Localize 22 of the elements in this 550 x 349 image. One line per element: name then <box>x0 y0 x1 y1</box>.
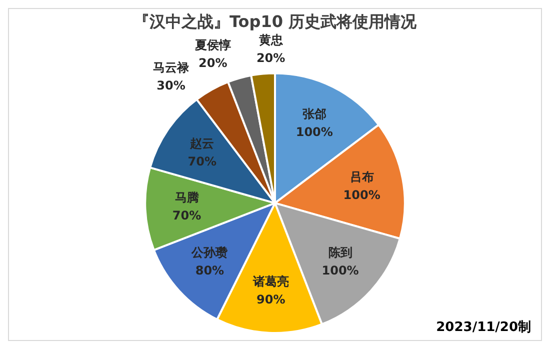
slice-label: 马腾 <box>174 190 199 204</box>
slice-label: 陈到 <box>328 246 352 260</box>
data-label: 80% <box>195 264 224 278</box>
data-label: 70% <box>172 208 202 222</box>
data-label: 100% <box>296 125 333 140</box>
data-label: 30% <box>156 78 186 93</box>
slice-label: 夏侯惇 <box>194 38 231 52</box>
slice-label: 张郃 <box>302 107 326 122</box>
data-label: 70% <box>188 154 216 168</box>
data-label: 20% <box>198 56 228 70</box>
slice-label: 赵云 <box>189 136 214 150</box>
data-label: 100% <box>322 264 359 278</box>
data-label: 90% <box>256 292 286 306</box>
text: 2023/11/20制 <box>436 320 531 335</box>
slice-label: 公孙瓒 <box>190 246 229 260</box>
chart-title: 『汉中之战』Top10 历史武将使用情况 <box>133 12 418 31</box>
slice-label: 黄忠 <box>258 32 284 47</box>
data-label: 100% <box>343 188 380 202</box>
slice-label: 诸葛亮 <box>252 274 289 288</box>
slice-label: 马云禄 <box>152 60 190 75</box>
slice-label: 吕布 <box>350 170 374 184</box>
data-label: 20% <box>256 50 286 65</box>
